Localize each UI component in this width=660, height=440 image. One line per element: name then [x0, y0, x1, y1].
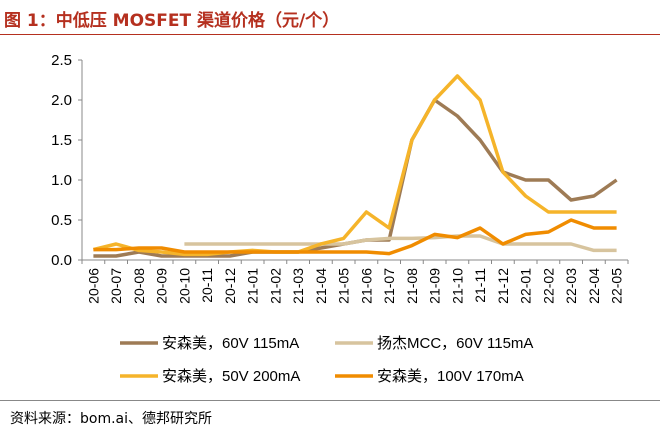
x-tick-label: 22-01 — [518, 268, 534, 304]
x-tick-label: 20-06 — [85, 268, 101, 304]
y-tick-label: 1.0 — [51, 172, 72, 189]
x-tick-label: 21-06 — [358, 268, 374, 304]
x-tick-label: 22-02 — [540, 268, 556, 304]
series-line-2 — [184, 234, 617, 253]
x-tick-label: 20-08 — [131, 268, 147, 304]
x-tick-label: 22-05 — [609, 268, 625, 304]
title-divider — [0, 34, 660, 35]
x-tick-label: 21-01 — [245, 268, 261, 304]
y-tick-label: 0.0 — [51, 252, 72, 269]
x-tick-label: 22-04 — [586, 268, 602, 304]
x-tick-label: 21-09 — [427, 268, 443, 304]
x-tick-label: 21-04 — [313, 268, 329, 304]
series-line-4 — [93, 218, 617, 256]
x-tick-label: 20-11 — [199, 268, 215, 303]
x-tick-label: 21-10 — [449, 268, 465, 304]
x-tick-label: 20-09 — [154, 268, 170, 304]
legend-label: 安森美，50V 200mA — [162, 368, 300, 385]
x-tick-label: 21-08 — [404, 268, 420, 304]
x-tick-label: 21-12 — [495, 268, 511, 304]
chart-title: 图 1：中低压 MOSFET 渠道价格（元/个） — [4, 11, 340, 31]
line-chart: 0.0 0.5 1.0 1.5 2.0 2.5 20-06 20-07 20-08 20-09 20… — [51, 52, 629, 385]
legend-label: 扬杰MCC，60V 115mA — [377, 335, 533, 352]
y-tick-label: 0.5 — [51, 212, 72, 229]
y-tick-label: 2.0 — [51, 92, 72, 109]
x-tick-label: 21-07 — [381, 268, 397, 304]
x-tick-label: 22-03 — [563, 268, 579, 304]
source-note: 资料来源：bom.ai、德邦研究所 — [10, 411, 213, 427]
x-tick-label: 21-05 — [336, 268, 352, 304]
x-tick-label: 20-10 — [176, 268, 192, 304]
y-tick-label: 1.5 — [51, 132, 72, 149]
legend-label: 安森美，60V 115mA — [162, 335, 299, 352]
legend-label: 安森美，100V 170mA — [377, 368, 524, 385]
x-tick-label: 20-12 — [222, 268, 238, 304]
x-tick-label: 21-11 — [472, 268, 488, 303]
x-tick-label: 21-03 — [290, 268, 306, 304]
x-tick-label: 21-02 — [267, 268, 283, 304]
source-divider — [0, 400, 660, 401]
x-tick-label: 20-07 — [108, 268, 124, 304]
series-line-3 — [92, 74, 617, 257]
y-tick-label: 2.5 — [51, 52, 72, 69]
